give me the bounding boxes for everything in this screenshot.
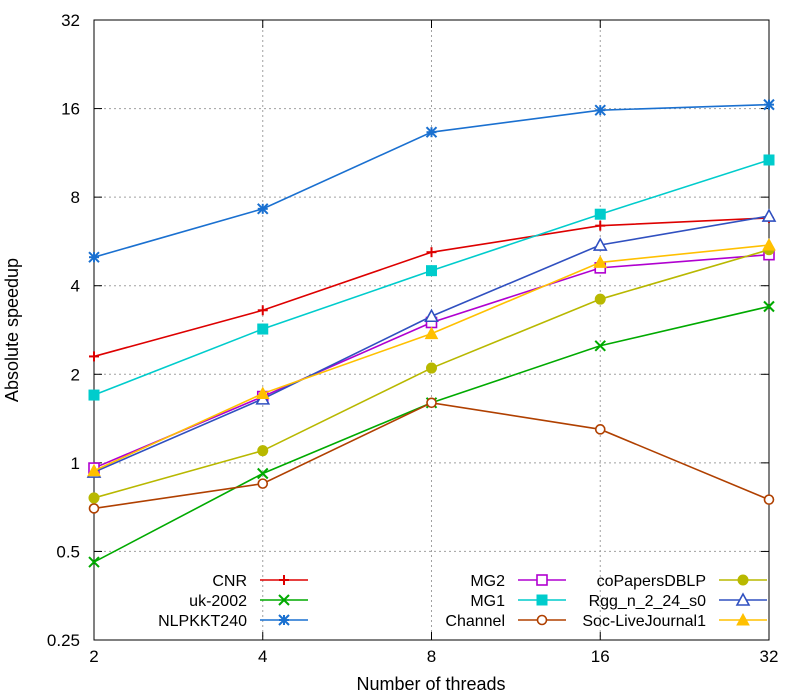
data-point [426, 362, 437, 374]
x-tick-label: 8 [427, 647, 436, 666]
data-point [257, 478, 269, 489]
legend-label: MG2 [470, 573, 505, 590]
data-point [257, 467, 269, 480]
y-tick-label: 0.5 [56, 542, 80, 561]
legend-marker [735, 592, 751, 606]
data-point [257, 203, 269, 215]
data-point [88, 556, 100, 568]
data-point [257, 305, 268, 316]
data-point [257, 323, 269, 335]
data-point [426, 247, 437, 258]
data-point [88, 492, 100, 504]
legend-label: CNR [212, 573, 247, 590]
data-point [426, 397, 437, 409]
y-tick-label: 8 [71, 188, 80, 207]
legend-marker [278, 614, 290, 626]
data-point [88, 503, 100, 514]
legend-label: MG1 [470, 593, 505, 610]
legend-marker [536, 614, 548, 626]
data-point [763, 98, 775, 111]
data-point [762, 237, 776, 251]
data-point [594, 104, 606, 116]
data-point [763, 494, 775, 505]
data-point [594, 208, 606, 220]
data-point [594, 293, 606, 305]
legend-marker [536, 594, 548, 606]
y-tick-label: 32 [61, 11, 80, 30]
x-tick-label: 4 [258, 647, 267, 666]
data-point [255, 386, 270, 400]
legend-label: uk-2002 [189, 593, 247, 610]
data-point [592, 237, 608, 251]
data-point [88, 251, 100, 263]
data-point [595, 220, 606, 231]
legend-label: coPapersDBLP [597, 573, 706, 590]
data-point [426, 265, 437, 277]
data-point [763, 154, 775, 166]
data-point [424, 308, 439, 323]
data-point [89, 351, 99, 362]
legend-label: Channel [445, 613, 505, 630]
x-axis-label: Number of threads [356, 674, 505, 694]
series-group [86, 98, 777, 568]
y-tick-label: 16 [61, 100, 80, 119]
legend-marker [279, 575, 289, 585]
axis-ticks: 2 4 8 16 32 0.25 0.5 1 2 4 8 16 32 [47, 11, 779, 666]
y-tick-label: 4 [71, 277, 80, 296]
data-point [593, 255, 608, 268]
legend-label: Rgg_n_2_24_s0 [589, 593, 707, 610]
x-tick-label: 2 [89, 647, 98, 666]
legend: CNR uk-2002 NLPKKT240 MG2 MG1 Channel coPapers… [158, 573, 767, 630]
y-tick-label: 1 [71, 454, 80, 473]
data-point [594, 424, 606, 435]
data-point [257, 445, 269, 457]
data-point [425, 126, 438, 138]
x-tick-label: 32 [760, 647, 779, 666]
y-axis-label: Absolute speedup [2, 258, 22, 402]
legend-marker [736, 612, 750, 626]
series-line [93, 305, 770, 563]
legend-marker [737, 574, 749, 586]
data-point [594, 340, 606, 352]
legend-label: NLPKKT240 [158, 613, 247, 630]
y-tick-label: 0.25 [47, 631, 80, 650]
data-point [763, 300, 775, 313]
y-tick-label: 2 [71, 365, 80, 384]
legend-label: Soc-LiveJournal1 [582, 613, 706, 630]
legend-marker [278, 594, 290, 606]
data-point [88, 389, 100, 401]
data-point [424, 326, 439, 340]
legend-marker [536, 574, 548, 586]
data-point [761, 208, 777, 222]
data-point [87, 463, 101, 477]
x-tick-label: 16 [591, 647, 610, 666]
